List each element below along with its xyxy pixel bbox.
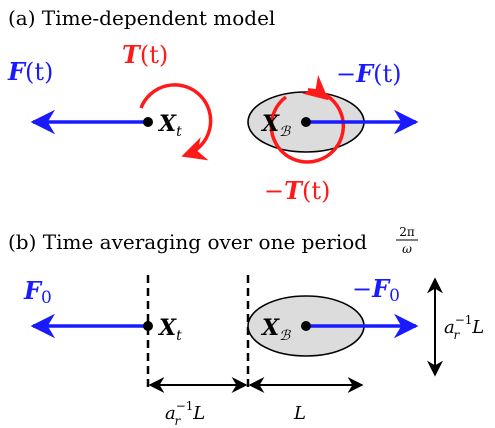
point-xb-label: Xℬ: [260, 111, 291, 140]
right-dimension-label: L: [293, 403, 306, 424]
point-xt-label: Xt: [157, 111, 182, 140]
panel-b: (b) Time averaging over one period 2π ω …: [8, 225, 484, 428]
neg-force0-label: −F0: [352, 274, 400, 306]
period-fraction: 2π ω: [396, 225, 418, 256]
period-numerator: 2π: [399, 225, 415, 239]
neg-torque-arrow: [269, 74, 346, 164]
torque-arrow: [139, 83, 213, 161]
panel-b-caption: (b) Time averaging over one period: [8, 230, 367, 254]
force-label: F(t): [7, 57, 53, 86]
period-denominator: ω: [402, 242, 412, 256]
point-xt: [143, 117, 153, 127]
neg-torque-label: −T(t): [264, 176, 330, 205]
point-xt-b-label: Xt: [157, 315, 182, 344]
left-dimension-label: a−1 r L: [165, 399, 205, 428]
panel-a: (a) Time-dependent model F(t) T(t) Xt −F…: [7, 6, 419, 205]
neg-force-label: −F(t): [336, 59, 402, 88]
force0-label: F0: [23, 276, 52, 308]
point-xt-b: [143, 321, 153, 331]
point-xb: [301, 117, 311, 127]
vertical-dimension-label: a−1 r L: [444, 313, 484, 342]
point-xb-b-label: Xℬ: [260, 315, 291, 344]
torque-label: T(t): [122, 40, 168, 69]
point-xb-b: [301, 321, 311, 331]
panel-a-caption: (a) Time-dependent model: [8, 6, 275, 30]
